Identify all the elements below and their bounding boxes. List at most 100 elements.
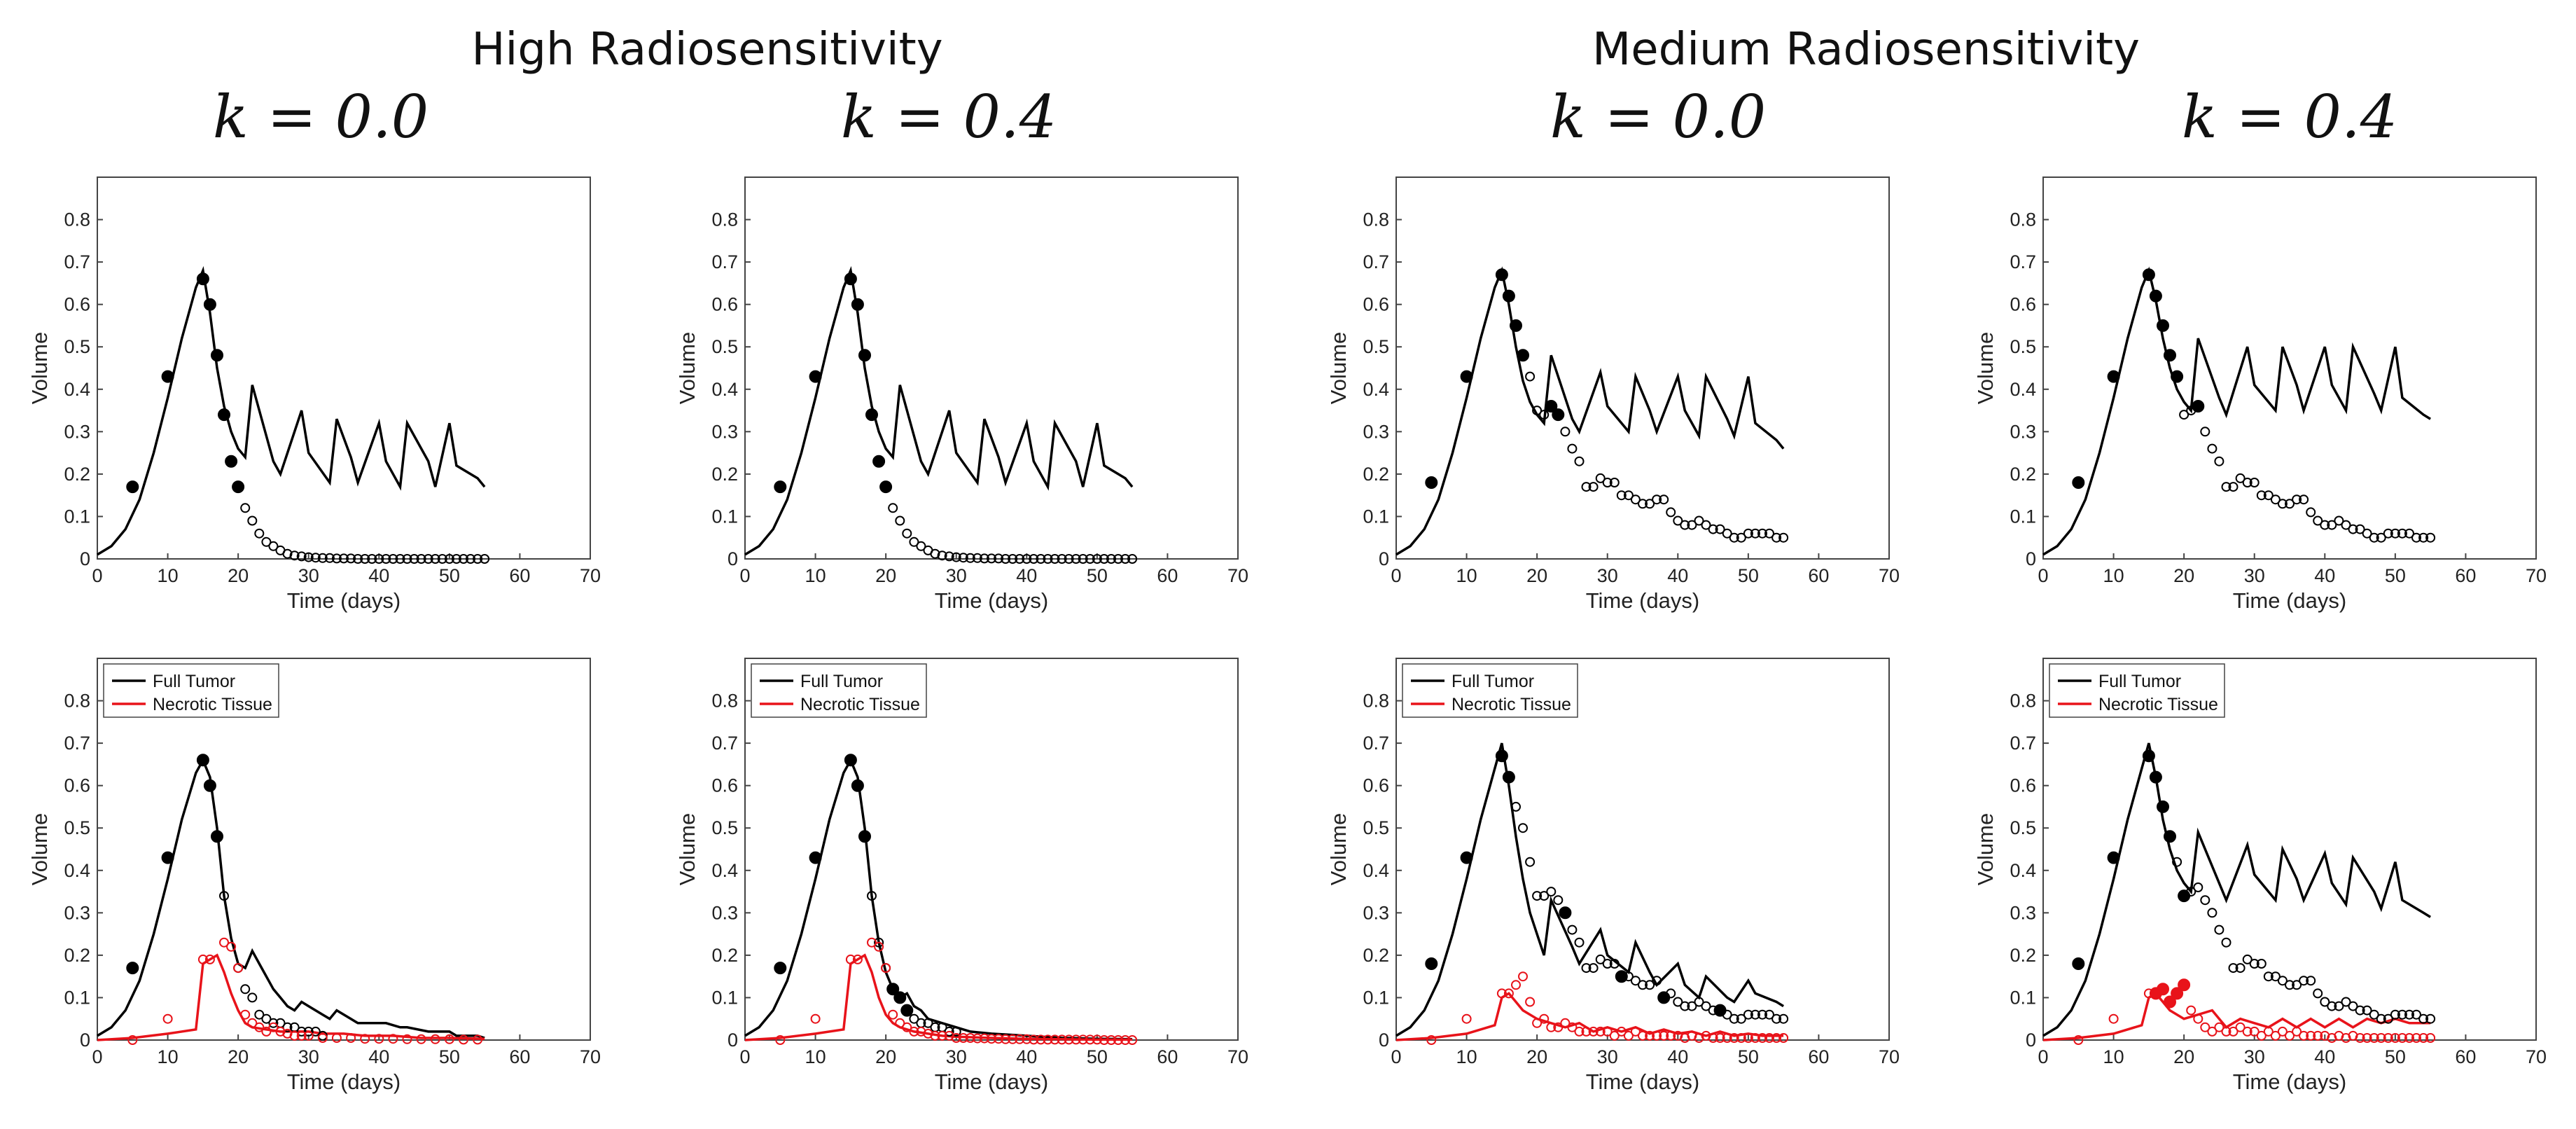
data-point-open [1567,1022,1578,1032]
y-tick-label: 0 [727,1030,738,1051]
data-point-open [247,1018,258,1028]
panel-1: 0 10 20 30 40 50 60 70 0 0.1 0.2 0.3 0.4 0.5 0.6 0.7 0.8… [27,176,601,613]
data-point-open [1694,515,1704,526]
y-axis-label: Volume [1973,813,1998,885]
y-tick-label: 0.4 [1363,860,1389,881]
data-point-open [1043,1034,1053,1045]
data-point-open [388,1034,398,1044]
data-point-filled [2164,995,2176,1009]
data-point-open [1078,554,1088,564]
y-tick-label: 0.1 [1363,987,1389,1008]
x-axis-label: Time (days) [935,1069,1048,1094]
data-point-open [2411,1009,2421,1020]
data-point-filled [211,830,223,843]
data-point-open [1616,1026,1627,1037]
legend-box [2049,663,2225,718]
x-tick-label: 10 [805,565,826,586]
data-point-open [2334,1001,2344,1011]
data-point-open [874,937,884,948]
data-point-open [1609,1030,1620,1041]
data-point-open [965,553,975,563]
data-point-open [289,1030,300,1041]
data-point-open [1525,857,1536,867]
x-tick-label: 50 [1738,1046,1759,1067]
data-point-open [1553,1022,1564,1032]
data-point-open [987,553,996,564]
data-point-filled [872,455,886,468]
y-tick-label: 0.3 [711,421,738,442]
y-tick-label: 0 [727,548,738,569]
data-point-open [296,551,307,562]
data-point-open [1113,554,1123,564]
data-point-open [459,554,468,564]
x-tick-label: 40 [1016,565,1037,586]
data-point-open [1581,1026,1592,1037]
y-tick-label: 0.5 [2010,817,2036,838]
data-point-filled [2149,289,2162,303]
data-point-open [1511,801,1521,812]
data-point-open [254,528,265,539]
x-tick-label: 60 [1808,565,1829,586]
data-point-open [1778,532,1789,543]
data-point-open [1092,1034,1102,1045]
y-tick-label: 0.6 [64,775,90,796]
plot-area [97,658,591,1041]
data-point-open [2263,971,2274,982]
x-tick-label: 30 [298,565,319,586]
data-point-filled [2178,978,2191,992]
legend-entry: Necrotic Tissue [800,695,920,714]
data-point-open [867,891,877,901]
full-tumor-line [744,757,1133,1041]
legend: Full Tumor Necrotic Tissue [751,663,927,718]
data-point-open [2404,528,2414,539]
x-tick-label: 50 [1087,565,1108,586]
panel-4: 0 10 20 30 40 50 60 70 0 0.1 0.2 0.3 0.4 0.5 0.6 0.7 0.8… [1973,176,2547,613]
data-point-open [240,984,251,995]
data-point-filled [1495,268,1508,282]
y-tick-label: 0 [2026,548,2036,569]
data-point-open [317,1033,328,1043]
y-tick-label: 0.7 [711,251,738,272]
data-point-open [1092,554,1102,564]
data-point-open [2249,1026,2260,1037]
data-point-open [296,1026,307,1037]
data-point-filled [886,983,900,996]
data-point-open [2193,1013,2203,1024]
data-point-open [2411,532,2421,543]
y-tick-label: 0.1 [2010,506,2036,527]
data-point-open [1127,1035,1138,1045]
y-tick-label: 0.4 [2010,860,2036,881]
data-point-open [930,1030,940,1041]
x-tick-label: 0 [92,565,102,586]
data-point-open [459,1034,468,1045]
data-point-open [2186,1005,2196,1016]
data-point-filled [1502,289,1515,303]
x-axis-label: Time (days) [287,588,401,613]
data-point-filled [2178,889,2191,903]
data-point-open [1708,524,1718,534]
x-axis-label: Time (days) [935,588,1048,613]
data-point-open [1503,988,1514,999]
y-tick-label: 0.3 [64,902,90,923]
data-point-open [1652,976,1662,986]
full-tumor-line [2042,266,2432,556]
data-point-open [972,1033,982,1044]
data-point-open [1623,971,1634,982]
data-point-open [951,552,961,562]
data-point-open [1560,1018,1571,1028]
data-point-open [2228,1026,2239,1037]
data-point-open [2277,976,2288,986]
data-point-open [1652,494,1662,505]
legend-entry: Necrotic Tissue [2098,695,2218,714]
data-point-open [852,954,863,964]
y-axis-label: Volume [675,813,699,885]
data-point-open [2207,908,2218,918]
data-point-open [1743,528,1753,539]
group-title-medium: Medium Radiosensitivity [1592,24,2140,76]
data-point-open [2242,1026,2253,1037]
data-point-open [1071,554,1081,564]
y-axis-label: Volume [27,813,52,885]
data-point-open [2299,976,2309,986]
data-point-open [1532,891,1543,901]
data-point-open [1666,507,1676,518]
